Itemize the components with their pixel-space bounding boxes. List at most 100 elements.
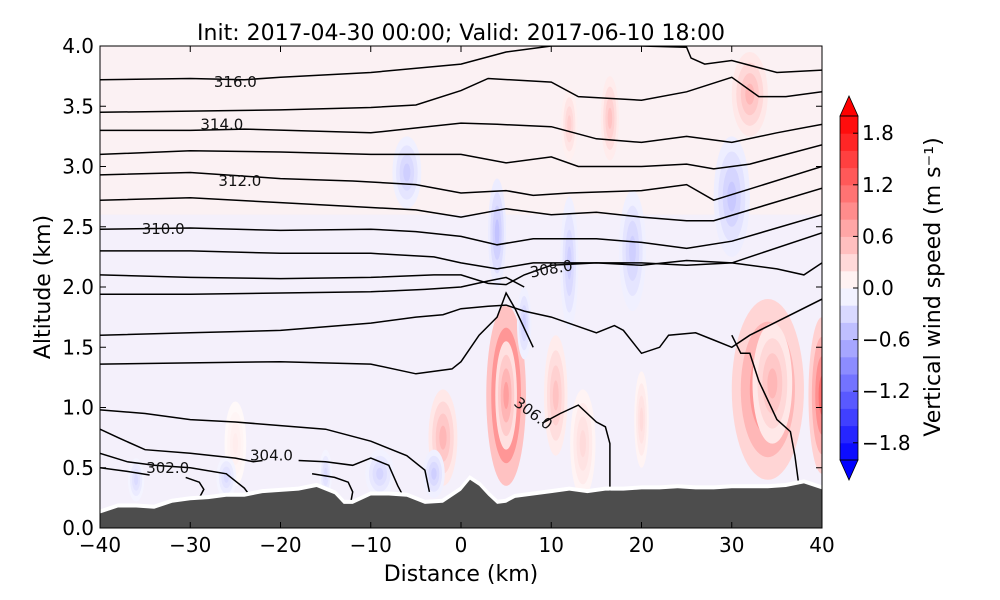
x-axis-ticks: −40 −30 −20 −10 0 10 20 30 40 xyxy=(79,46,835,557)
colorbar-segment xyxy=(840,236,858,255)
w-feature xyxy=(579,430,586,458)
contour-label: 314.0 xyxy=(200,115,243,133)
colorbar-tick-label: −0.6 xyxy=(862,328,911,352)
x-tick-label: −10 xyxy=(350,533,392,557)
w-feature xyxy=(567,115,572,134)
theta-contour-line xyxy=(100,232,822,270)
w-feature xyxy=(745,83,755,105)
x-tick-label: 0 xyxy=(455,533,468,557)
y-axis-ticks: 0.0 0.5 1.0 1.5 2.0 2.5 3.0 3.5 4.0 xyxy=(62,34,822,540)
w-feature xyxy=(232,433,239,455)
x-tick-label: 30 xyxy=(719,533,744,557)
w-feature xyxy=(376,467,384,480)
x-tick-label: −30 xyxy=(169,533,211,557)
theta-contour-line xyxy=(100,467,150,476)
colorbar-tick-label: −1.2 xyxy=(862,379,911,403)
y-tick-label: 1.5 xyxy=(62,335,94,359)
terrain xyxy=(100,475,822,528)
theta-contour-line xyxy=(100,76,822,114)
theta-contour-line xyxy=(100,46,822,81)
theta-contour-line xyxy=(100,259,822,286)
colorbar-extend-low xyxy=(839,459,859,481)
x-axis-label: Distance (km) xyxy=(384,562,539,587)
colorbar-segment xyxy=(840,391,858,409)
contour-label: 312.0 xyxy=(218,172,261,190)
colorbar-tick-label: −1.8 xyxy=(862,431,911,455)
w-feature xyxy=(503,381,509,410)
y-tick-label: 4.0 xyxy=(62,34,94,58)
w-feature xyxy=(552,380,559,411)
chart-title: Init: 2017-04-30 00:00; Valid: 2017-06-1… xyxy=(197,21,725,46)
colorbar-tick-label: 1.8 xyxy=(862,121,894,145)
y-tick-label: 3.0 xyxy=(62,155,94,179)
colorbar-tick-label: 0.0 xyxy=(862,276,894,300)
theta-contours xyxy=(100,46,822,502)
vertical-wind-shading xyxy=(100,46,822,502)
colorbar-extend-high xyxy=(839,95,859,117)
theta-contour-line xyxy=(541,404,611,495)
theta-contour-line xyxy=(100,165,822,202)
theta-contour-line xyxy=(100,409,431,493)
y-tick-label: 2.0 xyxy=(62,275,94,299)
colorbar-segment xyxy=(840,442,858,461)
theta-contour-line xyxy=(100,144,822,170)
x-tick-label: −40 xyxy=(79,533,121,557)
colorbar-tick-label: 1.2 xyxy=(862,173,894,197)
contour-label: 316.0 xyxy=(214,73,257,91)
colorbar: 1.8 1.2 0.6 0.0 −0.6 −1.2 −1.8 xyxy=(839,95,911,481)
w-feature xyxy=(431,467,437,480)
colorbar-segment xyxy=(840,219,858,237)
w-feature xyxy=(324,467,328,480)
theta-contour-line xyxy=(100,291,534,375)
x-tick-label: −20 xyxy=(259,533,301,557)
y-axis-label: Altitude (km) xyxy=(31,215,56,359)
w-feature xyxy=(494,219,500,247)
w-feature xyxy=(403,163,411,182)
colorbar-segment xyxy=(840,322,858,341)
theta-contour-line xyxy=(185,476,205,499)
colorbar-segment xyxy=(840,167,858,186)
x-tick-label: 40 xyxy=(809,533,834,557)
theta-contour-line xyxy=(100,452,250,495)
w-feature xyxy=(134,474,139,486)
colorbar-segment xyxy=(840,356,858,375)
colorbar-segment xyxy=(840,339,858,358)
y-tick-label: 3.5 xyxy=(62,94,94,118)
w-feature xyxy=(818,375,822,416)
w-feature xyxy=(607,107,613,129)
theta-contour-line xyxy=(100,276,525,295)
contour-label: 302.0 xyxy=(146,459,189,477)
colorbar-segment xyxy=(840,116,858,134)
contour-label: 310.0 xyxy=(142,220,185,238)
colorbar-segment xyxy=(840,374,858,392)
colorbar-segment xyxy=(840,408,858,427)
colorbar-segment xyxy=(840,425,858,444)
w-feature xyxy=(767,368,778,399)
y-tick-label: 0.5 xyxy=(62,456,94,480)
colorbar-segment xyxy=(840,288,858,306)
contour-label: 304.0 xyxy=(250,447,293,465)
y-tick-label: 2.5 xyxy=(62,215,94,239)
w-feature xyxy=(439,425,447,450)
terrain-edge xyxy=(100,475,822,514)
theta-contour-line xyxy=(100,298,822,355)
colorbar-segment xyxy=(840,253,858,272)
theta-contour-line xyxy=(100,213,822,250)
w-feature xyxy=(639,407,644,432)
x-tick-label: 20 xyxy=(629,533,654,557)
y-tick-label: 0.0 xyxy=(62,516,94,540)
theta-contour-line xyxy=(100,122,822,144)
w-feature xyxy=(629,235,636,266)
theta-contour-line xyxy=(100,428,263,463)
colorbar-label: Vertical wind speed (m s⁻¹) xyxy=(921,137,946,436)
terrain-fill xyxy=(100,479,822,528)
colorbar-segment xyxy=(840,133,858,151)
theta-contour-line xyxy=(100,187,822,222)
colorbar-segment xyxy=(840,184,858,203)
x-tick-label: 10 xyxy=(539,533,564,557)
theta-contour-line xyxy=(311,473,354,502)
y-tick-label: 1.0 xyxy=(62,396,94,420)
theta-contour-line xyxy=(298,457,403,495)
